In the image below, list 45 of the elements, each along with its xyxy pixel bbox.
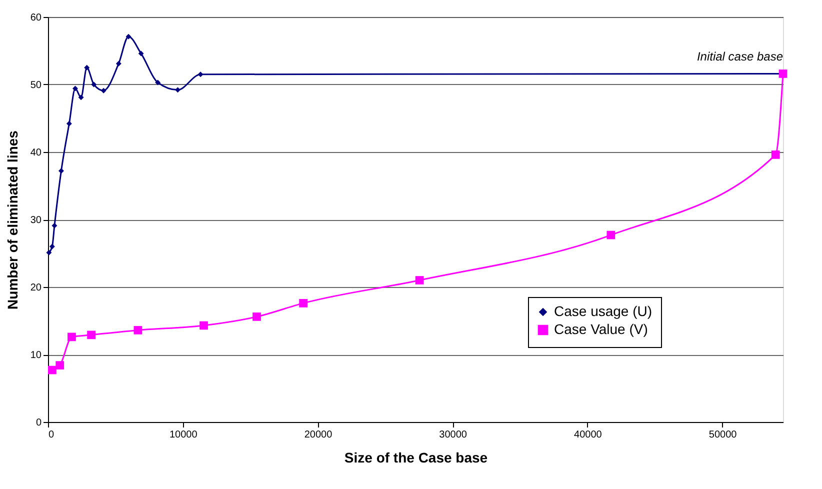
point — [72, 86, 78, 92]
point — [116, 60, 122, 66]
y-tick-label: 50 — [30, 80, 42, 91]
point — [87, 330, 96, 340]
point — [606, 230, 616, 240]
x-tick-label: 20000 — [304, 430, 333, 440]
point — [771, 150, 780, 159]
point — [126, 34, 132, 40]
y-tick-label: 40 — [30, 148, 42, 158]
point — [84, 64, 90, 70]
point — [138, 50, 144, 56]
point — [134, 326, 142, 334]
y-tick-label: 30 — [30, 215, 42, 226]
x-tick-label: 30000 — [439, 430, 468, 440]
point — [52, 222, 58, 228]
legend-label: Case Value (V) — [554, 321, 648, 337]
point — [415, 276, 424, 284]
annotation: Initial case base — [696, 50, 784, 64]
x-axis-title: Size of the Case base — [344, 450, 488, 466]
point — [48, 366, 56, 374]
point — [100, 88, 106, 94]
point — [252, 312, 261, 321]
y-tick-label: 60 — [30, 12, 42, 24]
y-tick-label: 10 — [30, 350, 42, 361]
point — [56, 361, 64, 370]
y-axis-title: Number of eliminated lines — [4, 130, 20, 310]
legend-label: Case usage (U) — [554, 303, 652, 319]
point — [46, 250, 52, 256]
point — [155, 80, 161, 86]
x-tick-label: 50000 — [708, 430, 738, 440]
point — [66, 120, 72, 126]
x-tick-label: 0 — [48, 430, 54, 440]
y-tick-label: 0 — [36, 418, 42, 428]
x-tick-label: 10000 — [169, 430, 198, 440]
point — [299, 299, 308, 308]
point — [78, 94, 84, 100]
point — [91, 82, 97, 88]
point — [198, 72, 204, 78]
x-tick-label: 40000 — [574, 430, 602, 440]
point — [200, 321, 208, 330]
y-tick-label: 20 — [30, 282, 42, 294]
point — [58, 168, 64, 174]
point — [175, 87, 180, 93]
point — [68, 332, 76, 342]
point — [49, 244, 55, 250]
